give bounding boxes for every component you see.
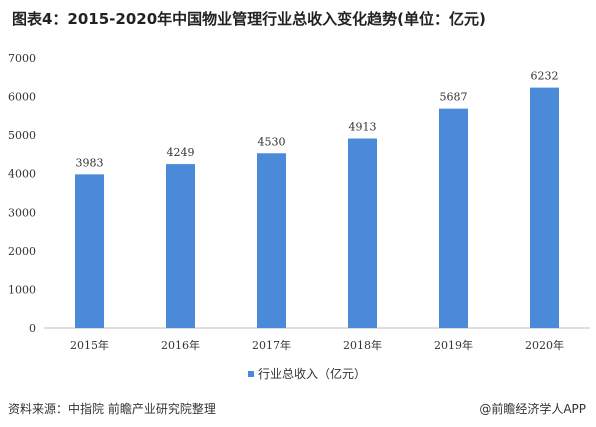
source-note: 资料来源：中指院 前瞻产业研究院整理 <box>8 402 216 416</box>
x-tick-label: 2018年 <box>343 338 382 352</box>
bar-2016年 <box>166 164 195 328</box>
x-tick-label: 2019年 <box>434 338 473 352</box>
legend: 行业总收入（亿元） <box>248 366 366 381</box>
bar-2019年 <box>439 108 468 328</box>
bar-chart: 0 1000 2000 3000 4000 5000 6000 7000 3983 4249 45… <box>8 52 590 381</box>
data-labels: 3983 4249 4530 4913 5687 6232 <box>76 70 559 170</box>
y-tick-label: 0 <box>29 322 36 335</box>
data-label: 3983 <box>76 156 104 169</box>
x-axis-labels: 2015年 2016年 2017年 2018年 2019年 2020年 <box>70 338 564 352</box>
y-tick-label: 2000 <box>8 245 36 258</box>
brand-credit: @前瞻经济学人APP <box>479 402 586 416</box>
x-tick-label: 2020年 <box>525 338 564 352</box>
data-label: 6232 <box>531 70 559 83</box>
bar-2020年 <box>530 87 559 328</box>
data-label: 4530 <box>258 135 286 148</box>
bar-2018年 <box>348 138 377 328</box>
data-label: 4249 <box>167 146 195 159</box>
bar-2015年 <box>75 174 104 328</box>
bar-2017年 <box>257 153 286 328</box>
x-tick-label: 2016年 <box>161 338 200 352</box>
y-tick-label: 7000 <box>8 52 36 65</box>
chart-title: 图表4：2015-2020年中国物业管理行业总收入变化趋势(单位：亿元) <box>12 10 486 28</box>
data-label: 5687 <box>440 91 468 104</box>
y-axis-ticks: 0 1000 2000 3000 4000 5000 6000 7000 <box>8 52 36 335</box>
data-label: 4913 <box>349 120 377 133</box>
y-tick-label: 3000 <box>8 206 36 219</box>
x-tick-label: 2017年 <box>252 338 291 352</box>
y-tick-label: 4000 <box>8 168 36 181</box>
legend-label: 行业总收入（亿元） <box>258 366 366 381</box>
y-tick-label: 6000 <box>8 91 36 104</box>
bars <box>75 87 559 328</box>
x-tick-label: 2015年 <box>70 338 109 352</box>
legend-swatch <box>248 371 254 377</box>
y-tick-label: 5000 <box>8 129 36 142</box>
y-tick-label: 1000 <box>8 283 36 296</box>
